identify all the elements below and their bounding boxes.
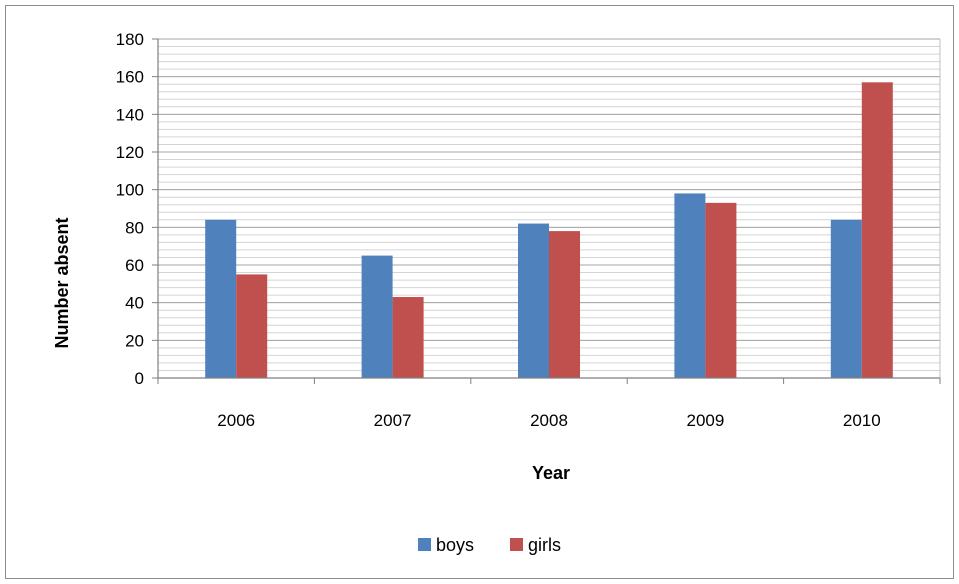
y-tick-label: 80 (125, 218, 144, 237)
x-tick-label: 2010 (843, 411, 881, 430)
chart-frame (5, 5, 954, 579)
bar-girls-2010 (861, 82, 893, 379)
x-tick-label: 2006 (217, 411, 255, 430)
bar-boys-2006 (205, 219, 237, 378)
x-tick-labels: 2006 2007 2008 2009 2010 (217, 411, 880, 430)
bar-girls-2007 (392, 297, 424, 378)
x-tick-label: 2008 (530, 411, 568, 430)
y-tick-label: 0 (135, 369, 144, 388)
x-tick-label: 2009 (686, 411, 724, 430)
y-tick-label: 120 (116, 143, 144, 162)
legend-swatch-girls (510, 538, 523, 551)
y-tick-labels: 0 20 40 60 80 100 120 140 160 180 (116, 30, 144, 388)
bar-girls-2006 (236, 274, 268, 378)
bar-boys-2010 (830, 219, 862, 378)
y-axis-title: Number absent (52, 217, 72, 348)
y-tick-label: 160 (116, 68, 144, 87)
legend-label-boys: boys (436, 535, 474, 555)
y-tick-label: 20 (125, 331, 144, 350)
y-tick-label: 60 (125, 256, 144, 275)
bar-boys-2008 (518, 223, 549, 378)
legend-swatch-boys (418, 538, 431, 551)
bar-boys-2007 (361, 255, 393, 378)
x-tick-label: 2007 (374, 411, 412, 430)
bar-boys-2009 (674, 193, 706, 378)
y-tick-label: 40 (125, 294, 144, 313)
bar-girls-2008 (549, 231, 580, 378)
axes (152, 38, 941, 384)
y-tick-label: 100 (116, 181, 144, 200)
bars (205, 82, 893, 379)
legend-label-girls: girls (528, 535, 561, 555)
y-tick-label: 180 (116, 30, 144, 49)
bar-girls-2009 (705, 202, 737, 378)
legend: boys girls (418, 535, 561, 555)
y-tick-label: 140 (116, 105, 144, 124)
x-axis-title: Year (532, 463, 570, 483)
